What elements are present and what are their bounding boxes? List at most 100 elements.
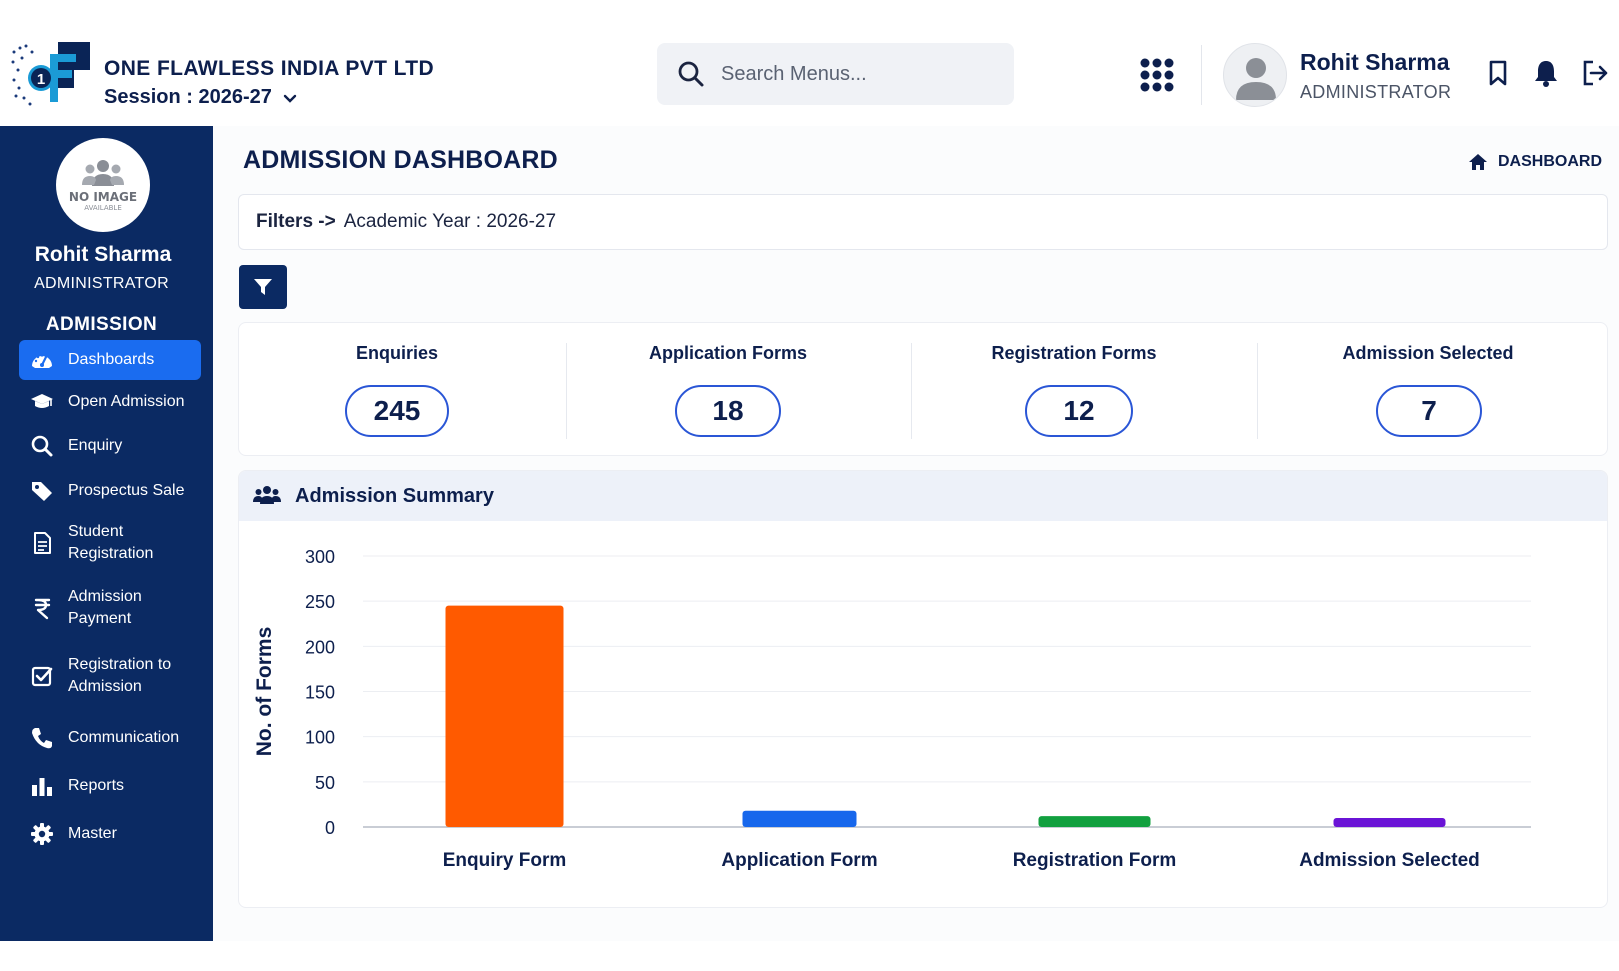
y-tick-label: 200 <box>305 637 335 657</box>
chart-bar <box>742 810 857 827</box>
page-bottom-strip <box>0 941 1619 971</box>
sidebar-item-label: Dashboards <box>68 351 155 368</box>
search-icon <box>678 61 704 87</box>
document-icon <box>34 532 51 554</box>
gear-icon <box>31 823 53 845</box>
available-text: AVAILABLE <box>84 204 122 212</box>
search-icon <box>31 435 53 457</box>
summary-header: Admission Summary <box>239 471 1607 521</box>
x-category-label: Admission Selected <box>1299 850 1480 871</box>
stat-registration-forms: Registration Forms 12 <box>901 323 1247 457</box>
sidebar-item-label: Master <box>68 825 117 842</box>
graduation-cap-icon <box>31 394 53 408</box>
admission-summary-card: Admission Summary 0 50 100 150 200 250 300 No. … <box>238 470 1608 908</box>
x-category-label: Registration Form <box>1013 850 1177 871</box>
bookmark-icon[interactable] <box>1483 58 1513 88</box>
logout-icon[interactable] <box>1580 58 1610 88</box>
breadcrumb[interactable]: DASHBOARD <box>1468 152 1602 172</box>
stat-value[interactable]: 18 <box>675 385 781 437</box>
tag-icon <box>32 482 52 501</box>
session-selector[interactable]: Session : 2026-27 <box>104 86 298 109</box>
no-image-text: NO IMAGE <box>68 190 138 204</box>
chart-bar <box>445 605 564 827</box>
users-group-icon <box>253 486 281 504</box>
admission-summary-chart: 0 50 100 150 200 250 300 No. of Forms Enquiry Fo… <box>253 547 1531 871</box>
sidebar-user-role: ADMINISTRATOR <box>34 275 169 292</box>
stat-value[interactable]: 12 <box>1025 385 1133 437</box>
sidebar-user-name: Rohit Sharma <box>34 243 172 266</box>
stat-label: Admission Selected <box>1342 343 1514 363</box>
sidebar-item-label: Open Admission <box>68 393 185 410</box>
x-category-label: Application Form <box>721 850 877 871</box>
stat-value[interactable]: 245 <box>345 385 449 437</box>
sidebar-item-label: Student Registration <box>68 523 154 562</box>
sidebar-item-communication[interactable]: Communication <box>19 726 201 750</box>
stat-enquiries: Enquiries 245 <box>239 323 555 457</box>
breadcrumb-label: DASHBOARD <box>1498 153 1602 170</box>
company-name: ONE FLAWLESS INDIA PVT LTD <box>104 57 435 80</box>
y-tick-label: 150 <box>305 683 335 703</box>
sidebar-item-enquiry[interactable]: Enquiry <box>19 434 201 458</box>
header-divider <box>1201 45 1202 105</box>
page-title: ADMISSION DASHBOARD <box>243 146 558 174</box>
stats-panel: Enquiries 245 Application Forms 18 Regis… <box>238 322 1608 456</box>
sidebar-section-title: ADMISSION <box>45 314 158 335</box>
header-user-name: Rohit Sharma <box>1300 49 1450 75</box>
summary-title: Admission Summary <box>295 484 494 507</box>
y-tick-label: 100 <box>305 728 335 748</box>
sidebar-item-label: Prospectus Sale <box>68 482 185 499</box>
checkbox-icon <box>31 666 53 687</box>
sidebar-item-reports[interactable]: Reports <box>19 774 201 798</box>
y-tick-label: 0 <box>325 818 335 838</box>
sidebar-item-label: Registration to Admission <box>68 656 172 695</box>
filter-button[interactable] <box>239 265 287 309</box>
stat-divider <box>1257 343 1258 439</box>
sidebar-item-student-registration[interactable]: Student Registration <box>19 521 201 565</box>
header-user-role: ADMINISTRATOR <box>1300 82 1452 102</box>
chart-bar <box>1333 818 1446 827</box>
filters-bar: Filters -> Academic Year : 2026-27 <box>238 194 1608 250</box>
stat-label: Application Forms <box>648 343 807 363</box>
company-logo: 1 <box>11 42 90 106</box>
sidebar-item-label: Admission Payment <box>68 588 142 627</box>
user-avatar[interactable] <box>1223 43 1287 107</box>
home-icon <box>1469 154 1487 170</box>
search-box[interactable] <box>657 43 1014 105</box>
sidebar-item-master[interactable]: Master <box>19 822 201 846</box>
user-silhouette-icon <box>1236 58 1276 100</box>
sidebar-item-dashboards[interactable]: Dashboards <box>19 340 201 380</box>
chevron-down-icon <box>283 94 297 103</box>
sidebar-item-label: Reports <box>68 777 125 794</box>
stat-divider <box>566 343 567 439</box>
sidebar-item-label: Communication <box>68 729 180 746</box>
stat-divider <box>911 343 912 439</box>
bar-chart-icon <box>32 778 52 796</box>
y-tick-label: 50 <box>315 773 335 793</box>
stat-admission-selected: Admission Selected 7 <box>1247 323 1609 457</box>
stat-label: Enquiries <box>355 343 439 363</box>
filters-label: Filters -> <box>256 211 336 232</box>
apps-grid-icon[interactable] <box>1140 58 1174 92</box>
user-group-icon <box>82 160 124 186</box>
filters-value: Academic Year : 2026-27 <box>343 211 557 232</box>
sidebar-item-registration-to-admission[interactable]: Registration to Admission <box>19 654 201 698</box>
dashboard-gauge-icon <box>32 354 52 368</box>
sidebar-avatar: NO IMAGE AVAILABLE <box>56 138 150 232</box>
sidebar-item-prospectus-sale[interactable]: Prospectus Sale <box>19 479 201 503</box>
y-axis-label: No. of Forms <box>253 627 276 757</box>
filter-funnel-icon <box>254 279 272 295</box>
sidebar-item-label: Enquiry <box>68 437 123 454</box>
sidebar: NO IMAGE AVAILABLE Rohit Sharma ADMINIST… <box>0 126 213 941</box>
sidebar-item-open-admission[interactable]: Open Admission <box>19 390 201 414</box>
stat-application-forms: Application Forms 18 <box>555 323 901 457</box>
search-input[interactable] <box>721 62 981 86</box>
session-label: Session : 2026-27 <box>104 86 272 108</box>
stat-value[interactable]: 7 <box>1376 385 1482 437</box>
y-tick-label: 300 <box>305 547 335 567</box>
notification-bell-icon[interactable] <box>1531 58 1561 88</box>
rupee-icon <box>34 598 51 620</box>
chart-bar <box>1038 816 1151 827</box>
top-bar: 1 ONE FLAWLESS INDIA PVT LTD Session : 2… <box>0 0 1619 126</box>
sidebar-item-admission-payment[interactable]: Admission Payment <box>19 586 201 630</box>
stat-label: Registration Forms <box>991 343 1157 363</box>
